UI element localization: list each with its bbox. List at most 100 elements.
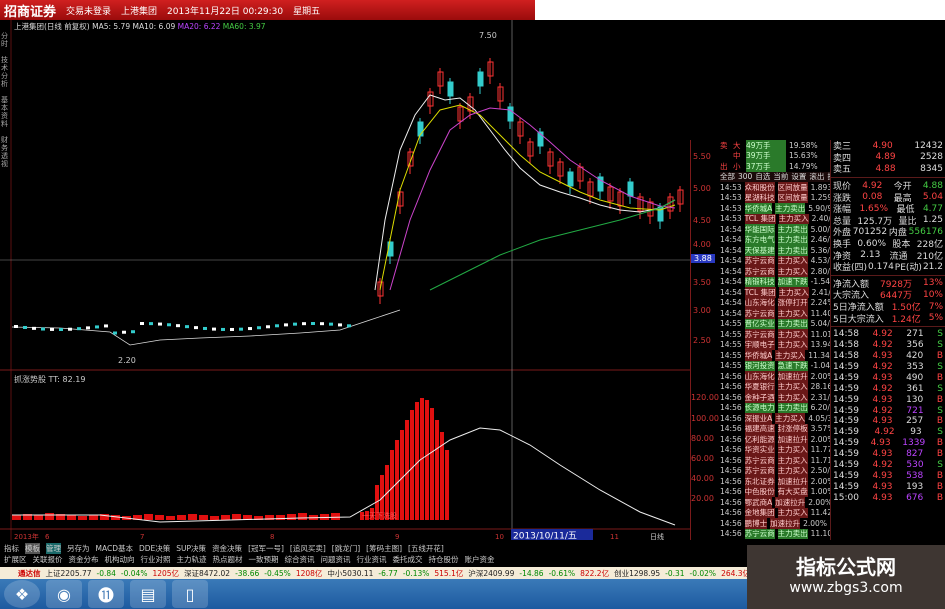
indicator-tab[interactable]: [冠军一号] [248, 544, 284, 553]
indicator-tab[interactable]: [筹码主图] [366, 544, 402, 553]
device-icon[interactable]: ▯ [172, 580, 208, 608]
indicator-tab[interactable]: 另存为 [67, 544, 90, 553]
radar-time: 14:56 [720, 445, 742, 455]
extension-tab[interactable]: 行业对照 [140, 555, 171, 564]
radar-filter-tab[interactable]: 扩 [827, 172, 830, 183]
radar-value: 4.53/6 [810, 256, 830, 266]
side-tab-intraday[interactable]: 分时 [1, 32, 8, 48]
extension-tab[interactable]: 资金分布 [68, 555, 99, 564]
radar-time: 14:56 [720, 476, 742, 486]
indicator-bar [395, 440, 399, 520]
extension-tab[interactable]: 账户资金 [464, 555, 495, 564]
extension-tab[interactable]: 主力轨迹 [176, 555, 207, 564]
indicator-bar [440, 432, 444, 520]
radar-filter-tab[interactable]: 设置 [791, 172, 807, 182]
indicator-tab[interactable]: [追风买卖] [289, 544, 326, 553]
small-candle [23, 325, 27, 329]
extension-tab[interactable]: 委托成交 [392, 555, 423, 564]
indicator-bar [276, 515, 285, 520]
radar-stock: 宇顺电子 [744, 339, 775, 350]
indicator-tab[interactable]: 资金决策 [212, 544, 243, 553]
radar-filter-tab[interactable]: 当前 [773, 172, 789, 182]
small-candle [338, 323, 342, 327]
indicator-tab[interactable]: [五线开花] [408, 544, 444, 553]
extension-tab[interactable]: 扩展区 [4, 555, 27, 564]
radar-filter-tab[interactable]: 全部 [720, 172, 735, 182]
indicator-tab[interactable]: DDE决策 [138, 544, 171, 553]
extension-tab[interactable]: 热点题材 [212, 555, 243, 564]
indicator-tab[interactable]: SUP决策 [176, 544, 207, 553]
extension-tab[interactable]: 综合资讯 [284, 555, 315, 564]
extension-tab[interactable]: 持仓股份 [428, 555, 459, 564]
radar-filter-tab[interactable]: 滚出 [809, 172, 825, 182]
trade-side: B [936, 372, 943, 383]
side-tab-finance[interactable]: 财务透视 [1, 136, 8, 168]
radar-row[interactable]: 14:56 深振业A 主力买入 4.05/3 [720, 413, 830, 424]
radar-type: 主力买入 [775, 413, 806, 424]
radar-row[interactable]: 14:56 鄂武商A 加速拉升 2.00% [720, 497, 830, 508]
side-tab-technical[interactable]: 技术分析 [1, 56, 8, 88]
extension-tab[interactable]: 问题资讯 [320, 555, 351, 564]
radar-time: 14:55 [720, 340, 742, 350]
menu-trade[interactable]: 交易未登录 [66, 6, 112, 17]
folder-icon[interactable]: ▤ [130, 580, 166, 608]
radar-row[interactable]: 14:56 鹏博士 加速拉升 2.00% [720, 518, 830, 529]
indicator-bar [232, 514, 241, 520]
extension-tab[interactable]: 行业资讯 [356, 555, 387, 564]
start-button-icon[interactable]: ❖ [4, 580, 40, 608]
small-candle [104, 324, 108, 328]
extension-tab[interactable]: 关联报价 [32, 555, 63, 564]
indicator-tab[interactable]: MACD基本 [95, 544, 133, 553]
indicator-tab[interactable]: 模板 [25, 543, 40, 554]
radar-filter-tab[interactable]: 300 [738, 172, 753, 182]
radar-filter-tab[interactable]: 自选 [755, 172, 771, 182]
extension-tab[interactable]: 机构动向 [104, 555, 135, 564]
trade-side: B [936, 449, 943, 460]
radar-row[interactable]: 14:53 华侨城A 主力卖出 5.90/9 [720, 203, 830, 214]
radar-value: 2.24% [810, 298, 830, 308]
indicator-bar [144, 514, 153, 520]
radar-type: 封涨停板 [777, 423, 808, 434]
side-tab-fundamentals[interactable]: 基本资料 [1, 96, 8, 128]
indicator-tab[interactable]: 管理 [46, 543, 61, 554]
app-icon[interactable]: ◉ [46, 580, 82, 608]
trading-app-icon[interactable]: ⓫ [88, 580, 124, 608]
extension-tab[interactable]: 一致预期 [248, 555, 279, 564]
trade-volume: 193 [906, 481, 924, 492]
legend-ma20: MA20: 6.22 [177, 22, 221, 31]
small-candle [266, 325, 270, 329]
indicator-tab[interactable]: [跳龙门] [331, 544, 361, 553]
radar-stock: 精锻科技 [744, 276, 775, 287]
indicator-tab[interactable]: 指标 [4, 544, 19, 553]
